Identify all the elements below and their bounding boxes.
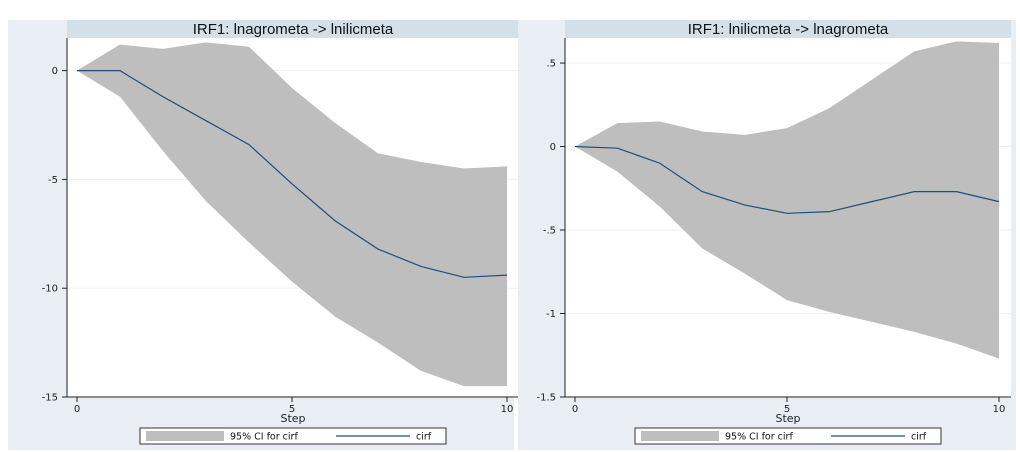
- y-axis: 0 -5 -10 -15: [42, 66, 67, 404]
- title-bar: [67, 20, 519, 38]
- cirf-line: [574, 145, 1000, 214]
- x-axis: 0 5 10: [572, 397, 1006, 415]
- x-tick-label: 5: [784, 404, 790, 415]
- x-tick-label: 0: [572, 404, 578, 415]
- ci-band: [77, 42, 507, 387]
- legend-swatch-ci: [146, 431, 224, 441]
- legend-label-ci: 95% CI for cirf: [230, 432, 298, 443]
- y-tick-label: .5: [546, 59, 556, 70]
- y-tick-label: 0: [52, 66, 58, 77]
- y-tick-label: 0: [550, 142, 556, 153]
- chart-title: IRF1: lnagrometa -> lnilicmeta: [193, 21, 394, 38]
- y-tick-label: -.5: [543, 226, 556, 237]
- chart-title: IRF1: lnilicmeta -> lnagrometa: [688, 21, 889, 38]
- title-bar: [565, 20, 1011, 38]
- legend-swatch-ci: [641, 431, 719, 441]
- y-tick-label: -15: [42, 393, 58, 404]
- y-tick-label: -5: [48, 175, 58, 186]
- legend: 95% CI for cirf cirf: [634, 427, 942, 445]
- legend-label-ci: 95% CI for cirf: [725, 432, 793, 443]
- ci-band: [575, 41, 999, 359]
- irf-panel-2: IRF1: lnilicmeta -> lnagrometa .5 0 -.5 -1 -1…: [518, 20, 1016, 450]
- cirf-line: [77, 70, 508, 278]
- x-tick-label: 5: [289, 404, 295, 415]
- y-tick-label: -1.5: [536, 393, 556, 404]
- legend: 95% CI for cirf cirf: [139, 427, 447, 445]
- x-axis: 0 5 10: [74, 397, 514, 415]
- x-tick-label: 0: [74, 404, 80, 415]
- irf-panel-1: IRF1: lnagrometa -> lnilicmeta0-5-10-150…: [8, 20, 519, 450]
- legend-label-cirf: cirf: [416, 432, 432, 443]
- x-axis-label: Step: [775, 412, 800, 425]
- x-tick-label: 10: [993, 404, 1006, 415]
- y-tick-label: -10: [42, 284, 58, 295]
- x-tick-label: 10: [501, 404, 514, 415]
- x-axis-label: Step: [280, 412, 305, 425]
- y-axis: .5 0 -.5 -1 -1.5: [536, 59, 565, 404]
- legend-label-cirf: cirf: [911, 432, 927, 443]
- y-tick-label: -1: [546, 309, 556, 320]
